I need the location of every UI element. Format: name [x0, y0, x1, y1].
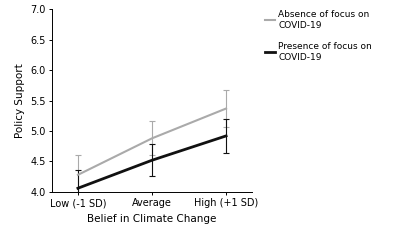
X-axis label: Belief in Climate Change: Belief in Climate Change: [87, 214, 217, 224]
Legend: Absence of focus on
COVID-19, Presence of focus on
COVID-19: Absence of focus on COVID-19, Presence o…: [264, 10, 372, 62]
Y-axis label: Policy Support: Policy Support: [15, 63, 25, 138]
